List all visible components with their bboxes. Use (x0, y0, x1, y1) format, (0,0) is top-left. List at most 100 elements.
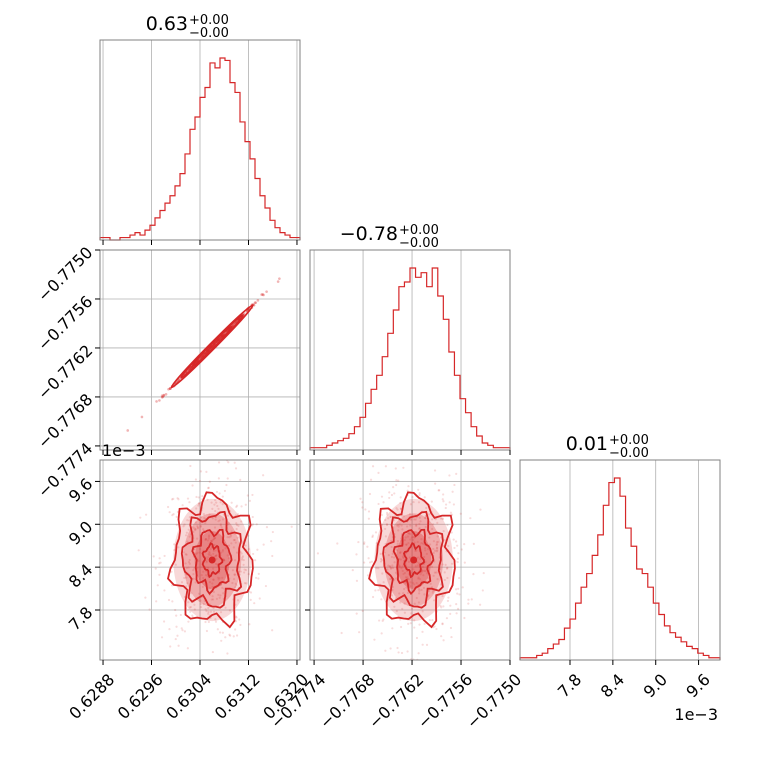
scatter-point (271, 530, 274, 534)
panel-title: 0.01 +0.00−0.00 (566, 433, 649, 461)
scatter-point (188, 519, 191, 522)
scatter-point (202, 603, 205, 606)
scatter-point (409, 518, 412, 521)
scatter-point (196, 551, 199, 554)
scatter-point (234, 620, 238, 623)
scatter-point (417, 556, 420, 559)
scatter-point (458, 576, 461, 580)
scatter-point (221, 518, 225, 521)
scatter-point (193, 548, 196, 551)
scatter-point (197, 727, 199, 729)
scatter-point (405, 525, 409, 528)
scatter-point (155, 600, 158, 603)
scatter-point (244, 544, 247, 547)
scatter-point (199, 548, 202, 551)
scatter-point (391, 566, 395, 570)
scatter-point (213, 342, 216, 345)
scatter-point (215, 340, 219, 344)
scatter-point (377, 471, 380, 474)
scatter-point (418, 578, 422, 581)
scatter-point (364, 508, 367, 511)
scatter-point (406, 650, 409, 653)
scatter-point (375, 567, 378, 570)
scatter-point (227, 544, 231, 547)
scatter-point (410, 607, 414, 610)
scatter-point (243, 582, 247, 585)
scatter-point (188, 606, 191, 609)
scatter-point (183, 576, 186, 580)
scatter-point (191, 484, 194, 487)
scatter-point (152, 555, 155, 558)
scatter-point (420, 542, 423, 545)
scatter-point (262, 474, 265, 477)
scatter-point (399, 507, 403, 510)
scatter-point (396, 542, 399, 545)
scatter-point (212, 552, 215, 556)
scatter-point (470, 598, 473, 601)
scatter-point (457, 587, 460, 590)
scatter-point (235, 584, 238, 587)
scatter-point (213, 543, 216, 547)
scatter-point (210, 598, 213, 601)
scatter-point (384, 518, 387, 522)
scatter-point (405, 586, 408, 589)
scatter-point (435, 627, 438, 631)
scatter-point (214, 536, 217, 540)
scatter-point (177, 644, 180, 647)
scatter-point (411, 535, 415, 539)
scatter-point (160, 394, 164, 397)
scatter-point (180, 581, 184, 584)
scatter-point (402, 587, 406, 591)
scatter-point (479, 508, 482, 511)
scatter-point (209, 554, 213, 557)
scatter-point (453, 483, 456, 487)
density-contour (201, 542, 224, 579)
scatter-point (213, 537, 216, 540)
scatter-point (425, 643, 429, 646)
scatter-point (450, 531, 453, 534)
scatter-point (444, 503, 448, 506)
scatter-point (187, 620, 190, 623)
scatter-point (231, 569, 235, 572)
scatter-point (449, 511, 453, 514)
scatter-point (201, 585, 204, 589)
scatter-point (442, 544, 445, 548)
scatter-point (368, 492, 372, 496)
y-offset-label: 1e−3 (102, 441, 146, 460)
scatter-point (413, 626, 416, 629)
scatter-point (204, 352, 207, 355)
scatter-point (438, 489, 441, 492)
scatter-point (366, 545, 369, 548)
scatter-point (217, 578, 220, 581)
scatter-point (224, 606, 227, 609)
title-minus: −0.00 (189, 26, 229, 41)
scatter-point (227, 461, 230, 464)
scatter-point (443, 571, 446, 574)
scatter-point (158, 573, 161, 576)
scatter-point (212, 590, 215, 593)
scatter-point (422, 574, 425, 577)
scatter-point (217, 338, 221, 341)
scatter-point (405, 543, 408, 546)
scatter-point (211, 598, 215, 601)
scatter-point (397, 566, 400, 569)
scatter-point (205, 350, 208, 354)
scatter-point (194, 529, 197, 532)
scatter-point (478, 603, 482, 606)
scatter-point (255, 523, 258, 526)
scatter-point (126, 429, 130, 432)
scatter-point (240, 505, 243, 508)
scatter-point (211, 507, 214, 510)
scatter-point (390, 566, 393, 569)
scatter-point (442, 605, 445, 608)
scatter-point (211, 344, 215, 348)
scatter-point (448, 474, 451, 477)
scatter-point (434, 518, 437, 521)
scatter-point (213, 526, 217, 529)
scatter-point (374, 531, 378, 534)
scatter-point (248, 499, 252, 502)
scatter-point (418, 493, 421, 497)
scatter-point (161, 395, 165, 399)
scatter-point (209, 548, 212, 551)
scatter-point (363, 561, 366, 564)
